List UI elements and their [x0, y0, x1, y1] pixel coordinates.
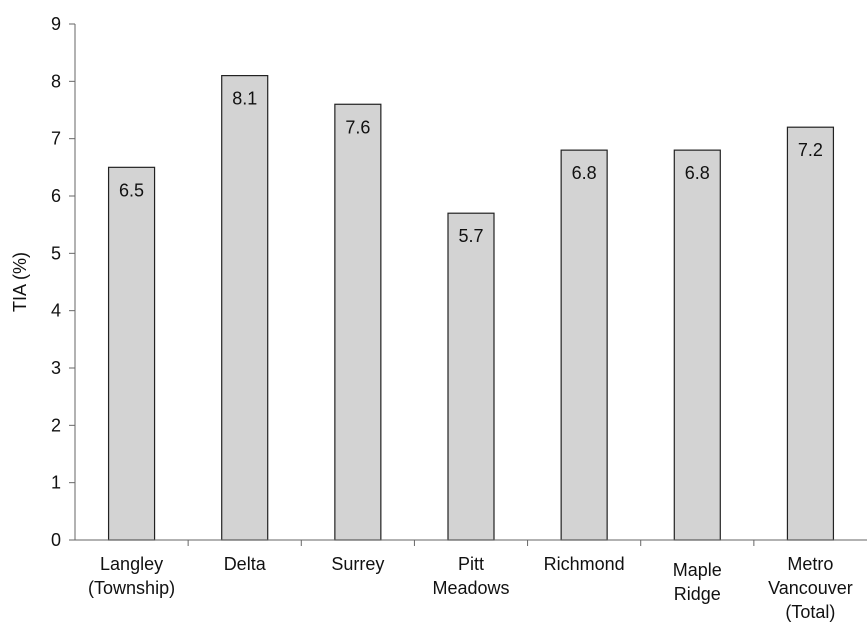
x-category-label: Metro Vancouver (Total)	[768, 554, 853, 622]
bar	[221, 74, 269, 541]
data-label: 7.6	[345, 117, 370, 137]
bars: 6.5 8.1 7.6 5.7 6.8 6.8 7.2	[107, 74, 835, 541]
y-axis-title: TIA (%)	[10, 252, 30, 312]
data-label: 7.2	[798, 140, 823, 160]
y-tick-label: 2	[51, 415, 61, 435]
x-category-label: Surrey	[331, 554, 384, 574]
y-tick-label: 7	[51, 129, 61, 149]
x-category-label: Richmond	[544, 554, 625, 574]
y-tick-label: 5	[51, 243, 61, 263]
y-tick-label: 3	[51, 358, 61, 378]
y-tick-label: 6	[51, 186, 61, 206]
bar	[334, 103, 382, 541]
y-tick-label: 9	[51, 14, 61, 34]
bar	[673, 149, 721, 541]
bar	[107, 166, 156, 541]
y-tick-label: 8	[51, 71, 61, 91]
x-axis: Langley (Township) Delta Surrey Pitt Meadows R…	[75, 539, 867, 622]
y-tick-label: 4	[51, 301, 61, 321]
x-category-label: Langley (Township)	[88, 554, 175, 598]
bar	[560, 149, 608, 541]
data-label: 6.8	[572, 163, 597, 183]
x-category-label: Maple Ridge	[673, 560, 722, 604]
y-tick-label: 1	[51, 473, 61, 493]
data-label: 8.1	[232, 89, 257, 109]
bar	[447, 212, 495, 541]
x-category-label: Delta	[224, 554, 267, 574]
x-category-label: Pitt Meadows	[432, 554, 509, 598]
bar	[786, 126, 835, 541]
y-axis: 0 1 2 3 4 5 6 7 8 9	[51, 14, 76, 550]
data-label: 6.8	[685, 163, 710, 183]
data-label: 6.5	[119, 180, 144, 200]
data-label: 5.7	[458, 226, 483, 246]
y-tick-label: 0	[51, 530, 61, 550]
